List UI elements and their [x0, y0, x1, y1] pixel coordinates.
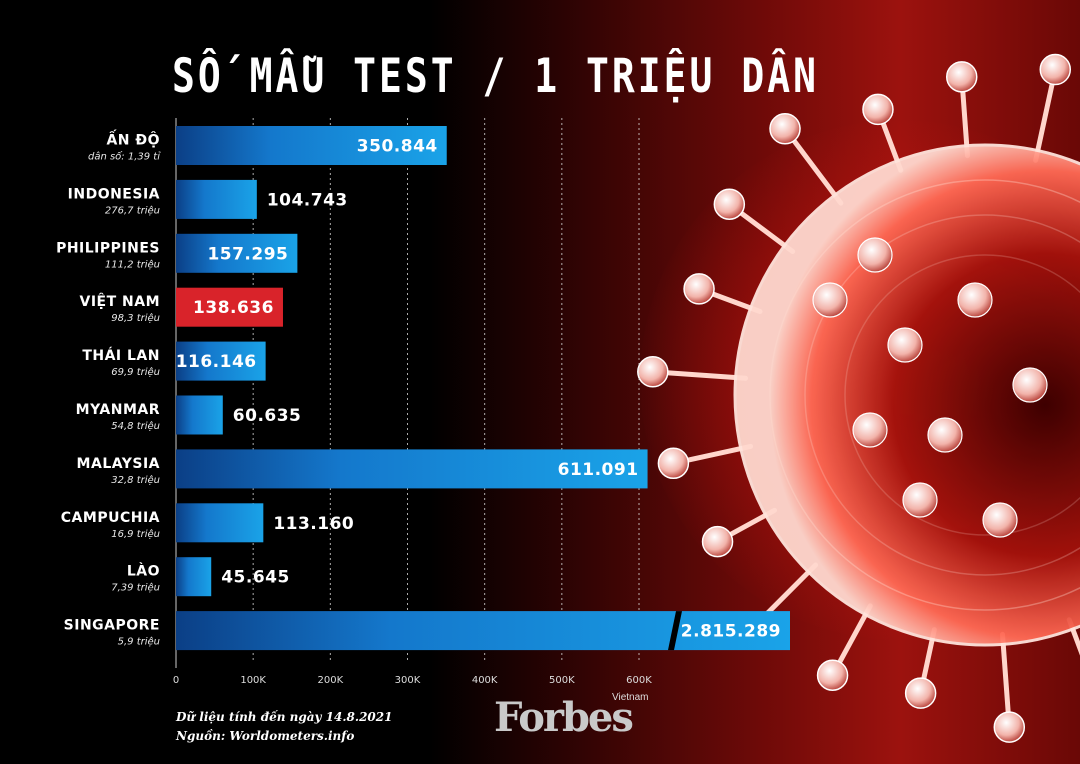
bar — [176, 395, 223, 435]
x-tick-label: 0 — [173, 675, 179, 686]
virus-spike-head — [657, 447, 690, 480]
x-tick-label: 600K — [626, 675, 652, 686]
population-label: 54,8 triệu — [111, 420, 160, 432]
logo-brand: Forbes — [494, 694, 634, 741]
bar — [176, 557, 212, 597]
population-label: 7,39 triệu — [111, 582, 160, 594]
logo-edition: Vietnam — [612, 692, 649, 703]
x-tick-label: 500K — [549, 675, 575, 686]
bar — [176, 179, 257, 219]
category-label: SINGAPORE — [64, 618, 160, 634]
category-label: VIỆT NAM — [79, 292, 160, 310]
x-tick-label: 400K — [472, 675, 498, 686]
x-tick-label: 100K — [240, 675, 266, 686]
virus-knob — [1012, 367, 1048, 403]
value-label: 113.160 — [273, 514, 354, 534]
value-label: 611.091 — [558, 460, 639, 480]
value-label: 60.635 — [233, 406, 302, 426]
virus-knob — [927, 417, 963, 453]
population-label: 5,9 triệu — [118, 636, 160, 648]
virus-spike-head — [816, 659, 849, 691]
value-label: 2.815.289 — [681, 622, 781, 642]
category-label: CAMPUCHIA — [61, 510, 160, 526]
virus-spike-head — [945, 61, 978, 93]
bar — [176, 449, 648, 489]
virus-spike-head — [683, 273, 715, 305]
virus-knob — [887, 327, 923, 363]
value-label: 157.295 — [207, 244, 288, 264]
axis-break-mark — [668, 611, 682, 651]
category-label: PHILIPPINES — [56, 240, 160, 256]
virus-spike — [1066, 617, 1080, 656]
category-label: INDONESIA — [68, 186, 160, 202]
population-label: 111,2 triệu — [105, 258, 160, 270]
value-label: 45.645 — [221, 568, 290, 588]
virus-knob — [957, 282, 993, 318]
bar — [176, 341, 266, 381]
virus-spike-head — [993, 711, 1026, 743]
footnote-source: Nguồn: Worldometers.info — [176, 729, 355, 743]
category-label: LÀO — [127, 563, 160, 580]
category-label: ẤN ĐỘ — [106, 129, 160, 149]
x-tick-label: 300K — [395, 675, 421, 686]
bar — [176, 287, 283, 327]
population-label: 276,7 triệu — [105, 204, 160, 216]
value-label: 104.743 — [267, 190, 348, 210]
virus-spike-head — [769, 112, 801, 145]
bar — [176, 233, 298, 273]
virus-spike-head — [904, 677, 937, 709]
category-label: THÁI LAN — [82, 347, 160, 364]
chart-title: SỐ MẪU TEST / 1 TRIỆU DÂN — [172, 48, 819, 103]
virus-knob — [812, 282, 848, 318]
population-label: dân số: 1,39 tỉ — [88, 150, 161, 163]
virus-knob — [982, 502, 1018, 538]
population-label: 69,9 triệu — [111, 366, 160, 378]
footnote-date: Dữ liệu tính đến ngày 14.8.2021 — [176, 710, 393, 724]
virus-spike-head — [1039, 53, 1072, 86]
category-label: MALAYSIA — [77, 456, 160, 472]
virus-spike-head — [713, 188, 746, 220]
forbes-logo: Forbes Vietnam — [494, 692, 654, 744]
virus-knob — [857, 237, 893, 273]
value-label: 350.844 — [357, 137, 438, 157]
bar — [176, 611, 790, 651]
bar — [176, 503, 264, 543]
value-label: 138.636 — [193, 298, 274, 318]
virus-knob — [852, 412, 888, 448]
population-label: 16,9 triệu — [111, 528, 160, 540]
x-tick-label: 200K — [318, 675, 344, 686]
virus-knob — [902, 482, 938, 518]
virus-spike-head — [862, 93, 894, 126]
virus-spike-head — [637, 356, 669, 388]
value-label: 116.146 — [176, 352, 257, 372]
footnote: Dữ liệu tính đến ngày 14.8.2021 Nguồn: W… — [176, 708, 392, 746]
population-label: 98,3 triệu — [111, 312, 160, 324]
category-label: MYANMAR — [76, 402, 160, 418]
bar — [176, 126, 447, 165]
population-label: 32,8 triệu — [111, 474, 160, 486]
virus-spike-head — [701, 525, 734, 558]
